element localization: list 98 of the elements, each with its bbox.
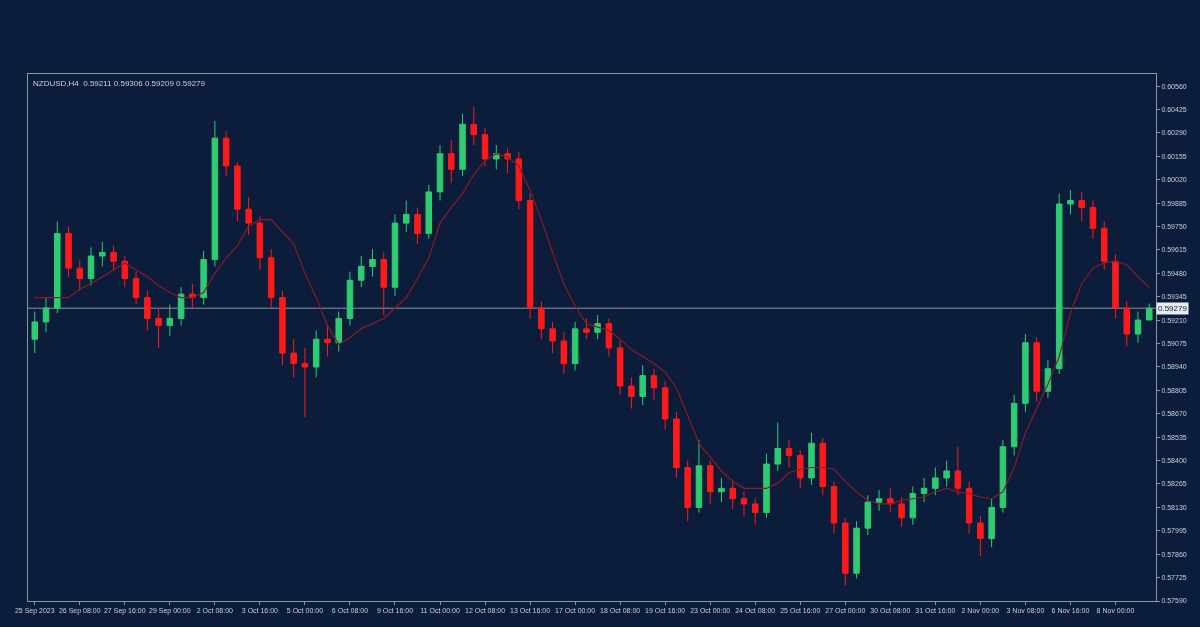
candlestick: [65, 226, 72, 278]
candlestick: [763, 453, 770, 519]
candlestick: [121, 255, 129, 288]
candlestick: [729, 480, 736, 510]
candlestick: [898, 496, 905, 527]
candlestick: [583, 317, 590, 340]
candlestick: [830, 480, 838, 534]
candlestick: [954, 446, 962, 496]
candlestick: [785, 439, 793, 469]
candlestick: [245, 196, 252, 236]
candlestick: [1123, 300, 1130, 347]
candlestick: [425, 184, 433, 240]
candlestick: [279, 290, 286, 366]
candlestick: [538, 300, 545, 340]
candlestick: [819, 437, 827, 496]
candlestick: [1134, 311, 1142, 344]
candlestick: [42, 297, 50, 333]
candlestick: [177, 286, 185, 326]
candlestick: [560, 331, 568, 375]
candlestick: [99, 241, 106, 267]
candlestick: [211, 120, 219, 267]
candlestick: [661, 380, 669, 430]
candlestick: [256, 215, 264, 271]
candlestick: [1112, 253, 1119, 319]
candlestick: [402, 200, 410, 233]
candlestick: [1022, 333, 1029, 413]
candlestick: [853, 520, 860, 579]
candlestick: [932, 467, 939, 496]
candlestick: [290, 338, 297, 378]
candlestick: [977, 515, 984, 557]
candlestick: [222, 130, 230, 177]
candlestick: [436, 144, 444, 202]
annotation: NZDUSD,H4 0.59211 0.59306 0.59209 0.59279: [33, 79, 206, 88]
candlestick: [1145, 303, 1153, 321]
candlestick: [920, 477, 928, 503]
candlestick: [639, 364, 646, 406]
candlestick: [718, 477, 725, 503]
candlestick: [774, 421, 782, 472]
candlestick: [943, 460, 950, 488]
candlestick: [391, 213, 399, 297]
candlestick: [1067, 189, 1074, 215]
candlestick: [448, 139, 455, 184]
candlestick: [706, 460, 714, 505]
candlestick: [628, 376, 635, 410]
candlestick: [200, 250, 207, 306]
candlestick: [87, 246, 95, 286]
candlestick: [166, 304, 174, 337]
candlestick: [842, 517, 849, 586]
candlestick: [1089, 200, 1097, 240]
line-series: [34, 153, 1150, 505]
candlestick: [301, 347, 309, 418]
candlestick: [470, 106, 478, 146]
candlestick: [155, 307, 162, 349]
candlestick: [605, 317, 613, 358]
candlestick: [76, 258, 84, 292]
candlestick: [324, 324, 331, 358]
candlestick: [988, 498, 995, 548]
candlestick: [875, 489, 883, 512]
candlestick: [616, 340, 624, 396]
candlestick: [549, 321, 556, 354]
candlestick: [132, 271, 140, 306]
candlestick: [571, 321, 579, 371]
candlestick: [684, 460, 691, 522]
candlestick: [267, 248, 275, 309]
candlestick: [1055, 193, 1063, 375]
candlestick: [346, 271, 354, 326]
candlestick: [144, 290, 151, 332]
candlestick: [1078, 191, 1085, 222]
candlestick: [1100, 220, 1108, 271]
candlestick: [887, 487, 894, 514]
candlestick: [481, 127, 489, 167]
candlestick: [751, 498, 759, 526]
candlestick: [864, 494, 872, 536]
candlestick: [695, 439, 703, 514]
candlestick: [380, 252, 387, 316]
ref-line-label: 0.59279: [1158, 304, 1188, 313]
candlestick: [234, 161, 241, 222]
candlestick: [673, 411, 680, 479]
candlestick: [357, 255, 365, 288]
candlestick: [335, 311, 342, 352]
candlestick: [1033, 337, 1040, 403]
candlestick: [31, 311, 39, 354]
candlestick: [797, 449, 804, 489]
candlestick: [459, 113, 466, 177]
candlestick: [909, 486, 917, 526]
candlestick: [999, 439, 1007, 514]
candlestick: [312, 330, 320, 378]
candlestick: [110, 245, 117, 271]
candlestick: [414, 206, 421, 245]
candlestick: [740, 491, 748, 517]
candlestick: [515, 151, 523, 210]
candlestick: [526, 193, 534, 319]
candlestick: [650, 368, 658, 401]
candlestick: [808, 432, 815, 486]
candlestick: [369, 248, 376, 278]
candlestick: [965, 480, 973, 534]
candlestick: [54, 220, 61, 314]
candlestick: [1010, 394, 1018, 456]
